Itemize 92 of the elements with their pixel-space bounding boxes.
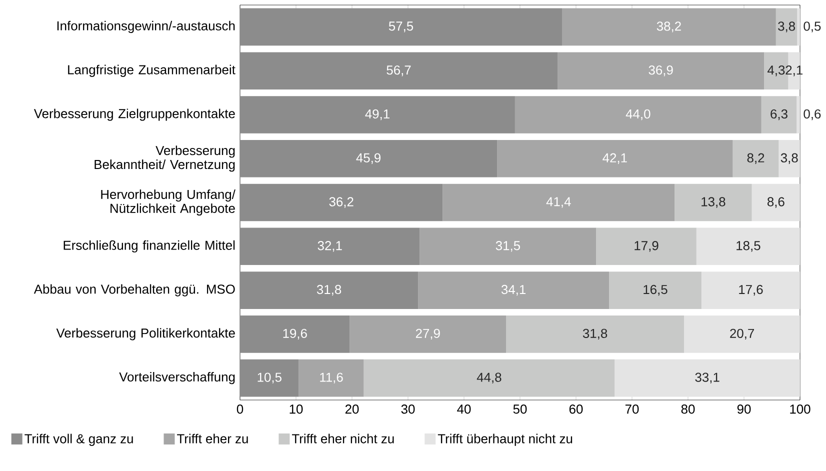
data-label: 19,6 xyxy=(283,328,307,340)
data-label: 0,6 xyxy=(804,109,821,120)
x-tick-label: 50 xyxy=(513,404,527,414)
bar xyxy=(614,359,800,397)
legend-label: Trifft voll & ganz zu xyxy=(24,434,133,446)
legend-label: Trifft überhaupt nicht zu xyxy=(438,434,572,446)
data-label: 44,0 xyxy=(626,109,650,120)
bar xyxy=(796,96,800,134)
data-label: 45,9 xyxy=(356,153,381,164)
bar xyxy=(418,272,610,309)
legend-label: Trifft eher nicht zu xyxy=(292,434,394,444)
data-label: 13,8 xyxy=(702,197,726,208)
bar xyxy=(497,140,733,178)
data-label: 36,9 xyxy=(648,65,673,76)
data-label: 49,1 xyxy=(365,109,390,120)
bar xyxy=(596,228,696,266)
bar xyxy=(240,316,350,353)
bar xyxy=(350,316,506,353)
data-label: 36,2 xyxy=(329,197,354,208)
y-tick-label: Hervorhebung Umfang/ Nützlichkeit Angebote xyxy=(101,189,236,216)
bar xyxy=(240,272,418,309)
x-tick-label: 30 xyxy=(401,404,415,414)
bar xyxy=(558,52,764,90)
data-label: 2,1 xyxy=(786,65,803,76)
x-tick-label: 0 xyxy=(236,404,244,414)
bar xyxy=(761,96,797,134)
y-tick-label: Erschließung finanzielle Mittel xyxy=(64,240,235,252)
data-label: 44,8 xyxy=(476,372,502,384)
bar xyxy=(240,228,420,266)
bar xyxy=(298,359,364,397)
bar xyxy=(364,359,615,397)
y-tick-label: Langfristige Zusammenarbeit xyxy=(68,64,236,77)
bar xyxy=(240,184,443,222)
data-label: 3,8 xyxy=(778,22,796,32)
data-label: 34,1 xyxy=(501,284,526,296)
data-label: 8,2 xyxy=(747,153,764,164)
y-tick-label: Verbesserung Zielgruppenkontakte xyxy=(34,108,235,121)
bar xyxy=(609,272,702,309)
bar xyxy=(732,140,779,178)
x-tick-label: 40 xyxy=(457,404,471,414)
y-tick-label: Verbesserung Bekanntheit/ Vernetzung xyxy=(94,146,235,172)
data-label: 41,4 xyxy=(546,197,571,208)
bar xyxy=(240,52,558,90)
y-tick-label: Vorteilsverschaffung xyxy=(119,372,235,384)
bar xyxy=(797,8,800,46)
bar xyxy=(506,316,684,353)
data-label: 0,5 xyxy=(804,22,821,32)
y-tick-label: Informationsgewinn/-austausch xyxy=(57,20,235,33)
bar xyxy=(684,316,800,353)
bar xyxy=(240,140,498,178)
x-tick-label: 90 xyxy=(737,404,751,414)
data-label: 17,9 xyxy=(634,241,658,252)
data-label: 11,6 xyxy=(320,372,343,384)
y-tick-label: Verbesserung Politikerkontakte xyxy=(56,328,235,340)
y-tick-label: Abbau von Vorbehalten ggü. MSO xyxy=(34,284,235,296)
bar xyxy=(420,228,596,266)
x-tick-label: 100 xyxy=(790,404,810,414)
data-label: 17,6 xyxy=(739,284,763,296)
bar xyxy=(778,140,800,178)
bar xyxy=(776,8,798,46)
bar xyxy=(514,96,762,134)
x-tick-label: 20 xyxy=(345,404,359,414)
data-label: 31,8 xyxy=(316,284,342,296)
data-label: 16,5 xyxy=(644,284,668,296)
bar xyxy=(696,228,800,266)
data-label: 56,7 xyxy=(386,65,411,76)
x-tick-label: 70 xyxy=(625,404,639,414)
bar xyxy=(752,184,800,222)
bar xyxy=(674,184,752,222)
legend-label: Trifft eher zu xyxy=(177,434,248,444)
data-label: 4,3 xyxy=(768,65,785,76)
data-label: 33,1 xyxy=(695,372,720,384)
data-label: 32,1 xyxy=(318,241,342,252)
bar xyxy=(240,96,515,134)
data-label: 31,5 xyxy=(496,241,520,252)
bar xyxy=(562,8,776,46)
data-label: 27,9 xyxy=(416,328,440,340)
data-label: 31,8 xyxy=(582,328,608,340)
data-label: 57,5 xyxy=(388,22,414,32)
data-label: 42,1 xyxy=(602,153,627,164)
data-label: 10,5 xyxy=(258,372,282,384)
data-label: 18,5 xyxy=(736,241,760,252)
data-label: 3,8 xyxy=(780,153,798,164)
data-label: 6,3 xyxy=(770,109,788,120)
data-label: 20,7 xyxy=(730,328,754,340)
bar xyxy=(701,272,800,309)
bar xyxy=(442,184,675,222)
x-tick-label: 10 xyxy=(290,404,303,414)
x-tick-label: 80 xyxy=(681,404,695,414)
x-tick-label: 60 xyxy=(569,404,583,414)
data-label: 38,2 xyxy=(656,22,681,32)
data-label: 8,6 xyxy=(767,197,784,208)
